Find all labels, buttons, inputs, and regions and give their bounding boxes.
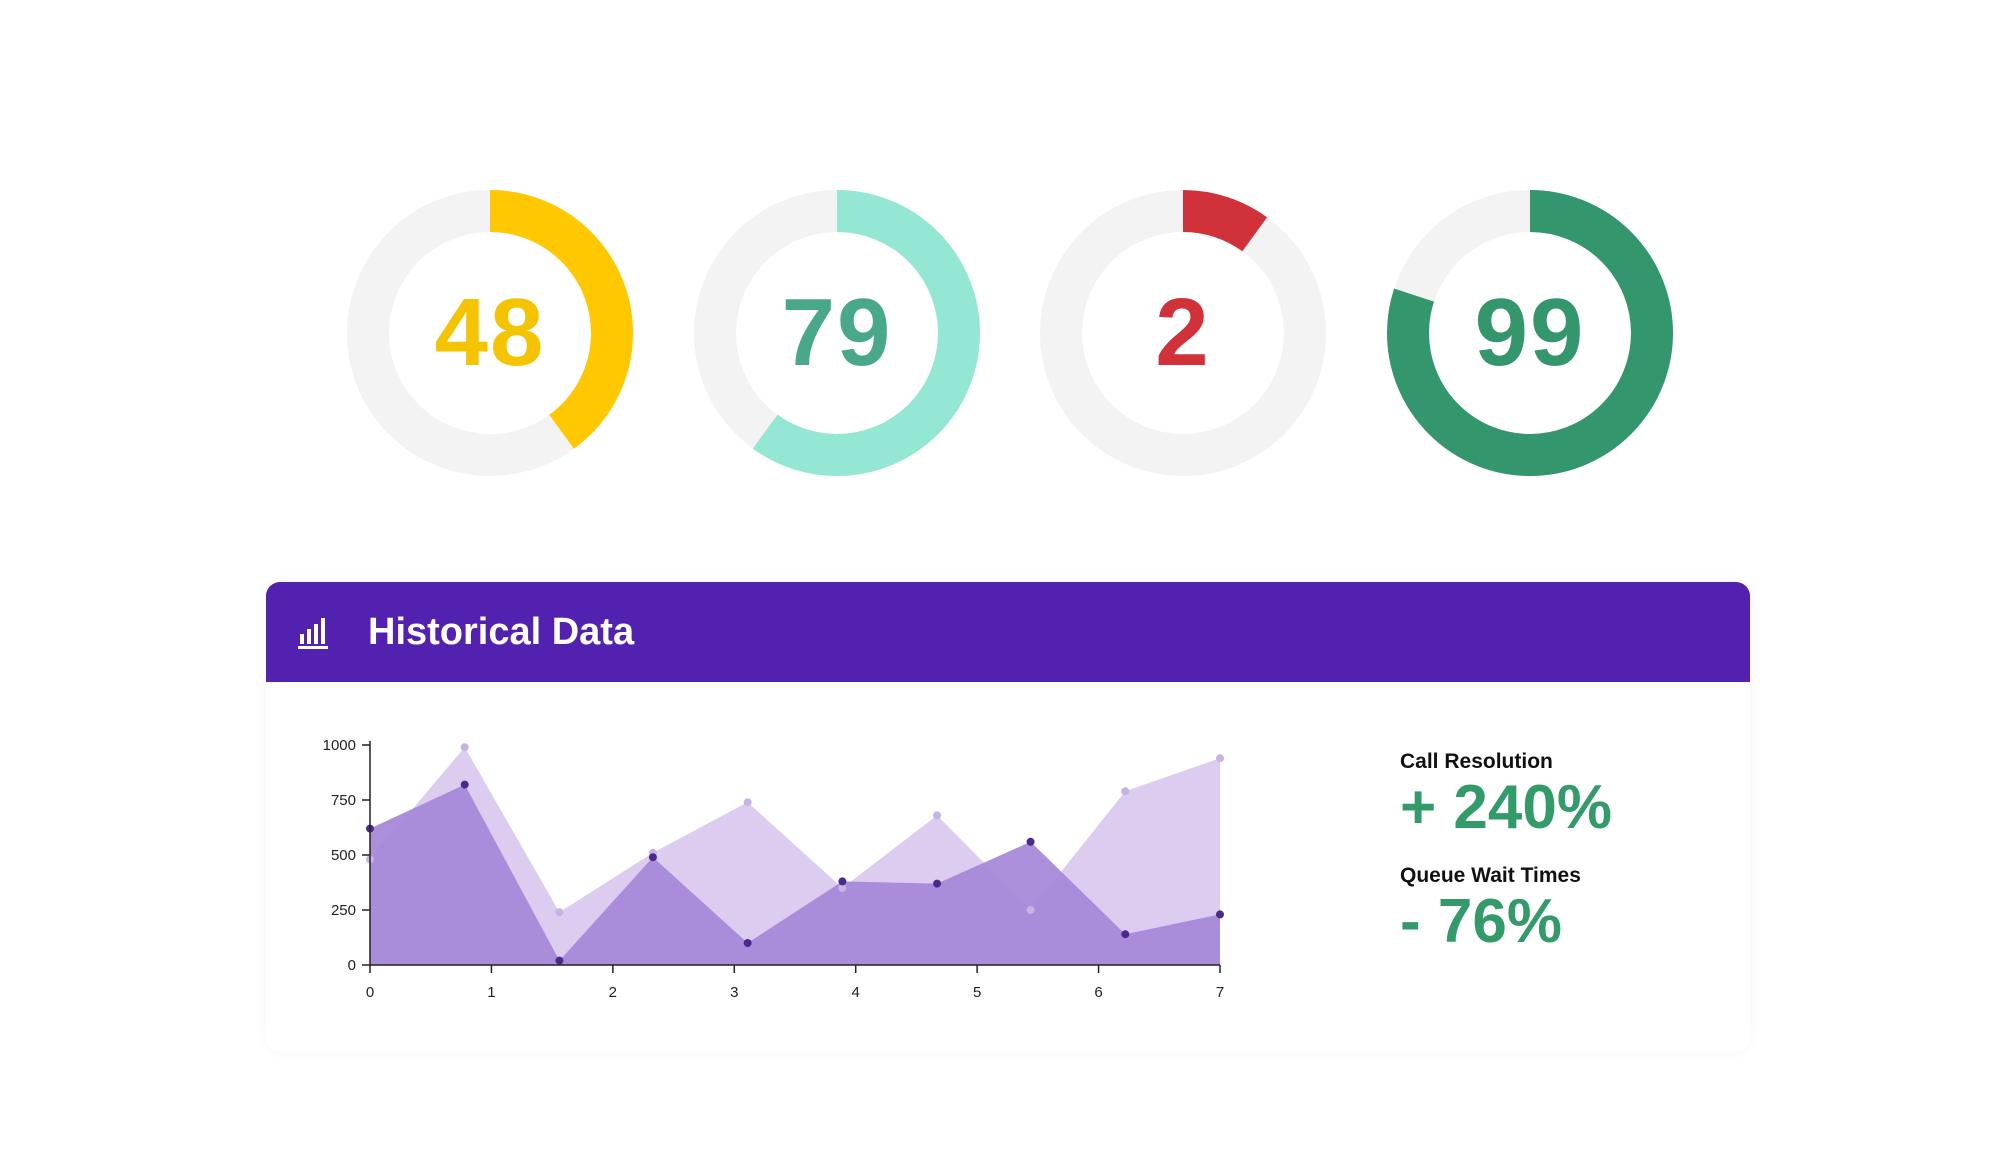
gauge-ring	[347, 190, 633, 476]
x-tick-label: 5	[973, 984, 981, 1001]
gauge-4: 99	[1387, 190, 1673, 476]
data-point	[838, 877, 847, 886]
gauge-1: 48	[347, 190, 633, 476]
gauge-arc	[1040, 190, 1326, 476]
gauge-value: 2	[1155, 279, 1211, 386]
area-series-2	[370, 784, 1220, 965]
gauge-ring	[694, 190, 980, 476]
data-point	[460, 780, 469, 789]
y-tick-label: 500	[331, 847, 356, 864]
data-point	[555, 956, 564, 965]
x-tick-label: 1	[487, 984, 495, 1001]
x-tick-label: 7	[1216, 984, 1224, 1001]
data-point	[1121, 787, 1130, 796]
gauge-2: 79	[694, 190, 980, 476]
data-point	[555, 908, 564, 917]
stat-value-queue-wait-times: - 76%	[1400, 887, 1562, 957]
bar-chart-icon	[298, 618, 328, 649]
data-point	[1216, 754, 1224, 763]
data-point	[743, 798, 752, 807]
stat-label-queue-wait-times: Queue Wait Times	[1400, 864, 1581, 888]
data-point	[1121, 930, 1130, 939]
gauge-arc	[347, 190, 633, 476]
x-tick-label: 6	[1094, 984, 1102, 1001]
data-point	[743, 939, 752, 947]
historical-data-card: Historical Data	[266, 582, 1750, 1052]
gauge-arc	[694, 190, 980, 476]
stat-label-call-resolution: Call Resolution	[1400, 750, 1553, 773]
data-point	[933, 879, 942, 888]
card-header: Historical Data	[266, 582, 1750, 682]
stat-value-call-resolution: + 240%	[1400, 773, 1613, 842]
data-point	[933, 811, 942, 820]
x-tick-label: 2	[609, 984, 617, 1001]
data-point	[460, 743, 469, 752]
data-point	[648, 853, 657, 862]
data-point	[838, 884, 847, 892]
card-title: Historical Data	[368, 611, 635, 653]
x-tick-label: 3	[730, 984, 738, 1001]
y-tick-label: 0	[348, 957, 356, 974]
gauges-row: 48 79 2 99	[0, 0, 2000, 540]
y-tick-label: 1000	[323, 737, 356, 754]
gauge-arc	[1387, 190, 1673, 476]
x-tick-label: 0	[366, 984, 374, 1001]
y-tick-label: 250	[331, 902, 356, 919]
gauge-value: 99	[1474, 279, 1586, 386]
x-tick-label: 4	[852, 984, 860, 1001]
gauge-value: 48	[434, 279, 546, 386]
data-point	[1026, 906, 1035, 914]
stats-panel: Call Resolution + 240% Queue Wait Times …	[1400, 750, 1730, 978]
data-point	[1026, 837, 1035, 846]
area-chart: 0 250 500 750 1000 0 1 2 3 4 5 6 7	[323, 737, 1225, 1001]
gauge-value: 79	[781, 279, 893, 386]
gauge-ring	[1387, 190, 1673, 476]
y-tick-label: 750	[331, 792, 356, 809]
gauge-ring	[1040, 190, 1326, 476]
data-point	[1216, 910, 1224, 919]
gauge-3: 2	[1040, 190, 1326, 476]
